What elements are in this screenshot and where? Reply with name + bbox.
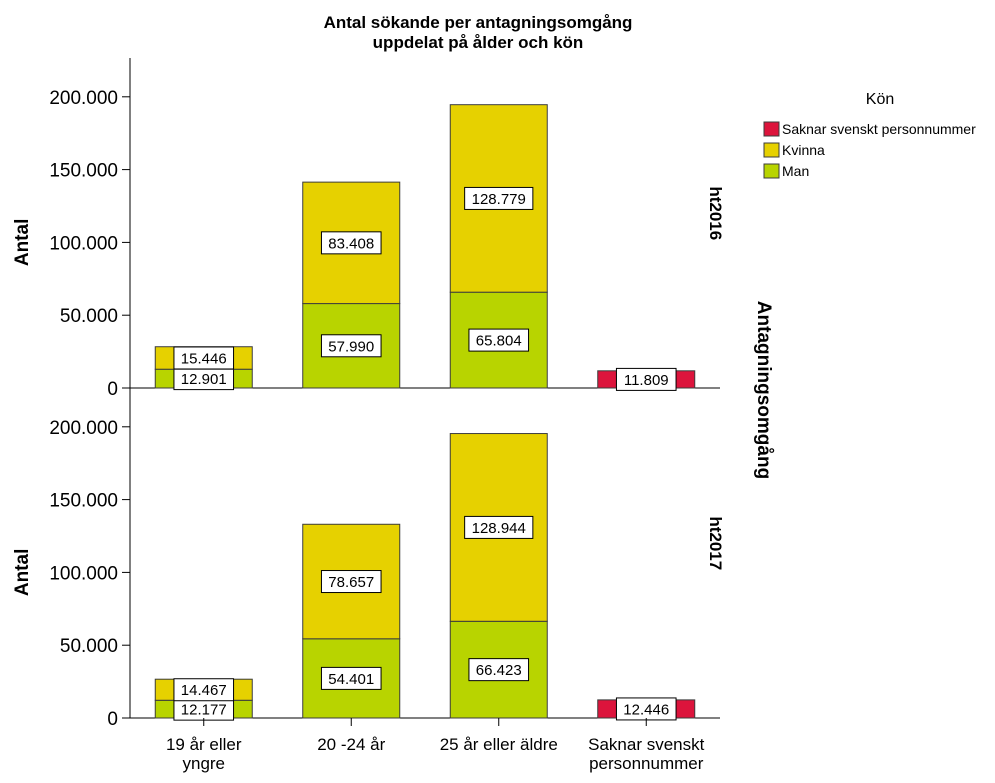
y-tick-label: 50.000: [60, 306, 118, 327]
panel-label-ht2017: ht2017: [706, 516, 725, 570]
chart-title-line-2: uppdelat på ålder och kön: [373, 33, 584, 52]
data-label-box: [464, 186, 534, 210]
legend-item-label: Man: [782, 163, 809, 179]
x-tick-label: yngre: [182, 754, 225, 773]
data-label-box: [468, 328, 530, 352]
data-label: 78.657: [328, 574, 374, 591]
y-tick-label: 100.000: [49, 563, 118, 584]
y-axis-title: Antal: [12, 549, 33, 597]
y-axis-title: Antal: [12, 219, 33, 267]
data-label: 14.467: [181, 682, 227, 699]
data-label: 12.901: [181, 371, 227, 388]
data-label-box: [468, 658, 530, 682]
data-label: 65.804: [476, 333, 522, 350]
legend-item-label: Saknar svenskt personnummer: [782, 121, 976, 137]
plot-area: 0 50.000 100.000 150.000 200.000 Antal ht2016 1…: [12, 58, 725, 773]
legend-swatch: [763, 121, 780, 137]
legend: Kön Saknar svenskt personnummer Kvinna Man: [763, 91, 976, 179]
data-label: 57.990: [328, 338, 374, 355]
data-label: 12.446: [623, 701, 669, 718]
legend-swatch: [763, 142, 780, 158]
x-tick-label: 19 år eller: [166, 735, 242, 754]
data-label-box: [320, 334, 382, 358]
y-tick-label: 200.000: [49, 88, 118, 109]
data-label: 66.423: [476, 662, 522, 679]
x-tick-label: personnummer: [589, 754, 704, 773]
y-tick-label: 200.000: [49, 418, 118, 439]
y-tick-label: 100.000: [49, 233, 118, 254]
data-label-box: [320, 570, 382, 594]
data-label-box: [173, 346, 235, 370]
data-label-box: [320, 231, 382, 255]
data-label: 11.809: [624, 372, 669, 389]
data-label-box: [615, 367, 677, 391]
legend-item-label: Kvinna: [782, 142, 825, 158]
data-label: 83.408: [328, 235, 374, 252]
data-label: 128.779: [472, 191, 526, 208]
data-label: 12.177: [181, 702, 227, 719]
y-tick-label: 150.000: [49, 491, 118, 512]
y-tick-label: 0: [107, 379, 118, 400]
data-label-box: [464, 515, 534, 539]
panel-label-ht2016: ht2016: [706, 186, 725, 240]
legend-title: Kön: [866, 91, 894, 108]
x-tick-label: Saknar svenskt: [588, 735, 704, 754]
y-tick-label: 0: [107, 709, 118, 730]
y-tick-label: 150.000: [49, 161, 118, 182]
panel-axis-label: Antagningsomgång: [753, 301, 774, 479]
bar-segment: [302, 181, 401, 305]
x-tick-label: 20 -24 år: [317, 735, 385, 754]
data-label-box: [173, 678, 235, 702]
data-label: 128.944: [472, 520, 526, 537]
data-label: 54.401: [328, 671, 374, 688]
data-label-box: [320, 666, 382, 690]
legend-swatch: [763, 163, 780, 179]
y-tick-label: 50.000: [60, 636, 118, 657]
chart-title-line-1: Antal sökande per antagningsomgång: [324, 13, 633, 32]
x-tick-label: 25 år eller äldre: [440, 735, 558, 754]
data-label: 15.446: [181, 350, 227, 367]
